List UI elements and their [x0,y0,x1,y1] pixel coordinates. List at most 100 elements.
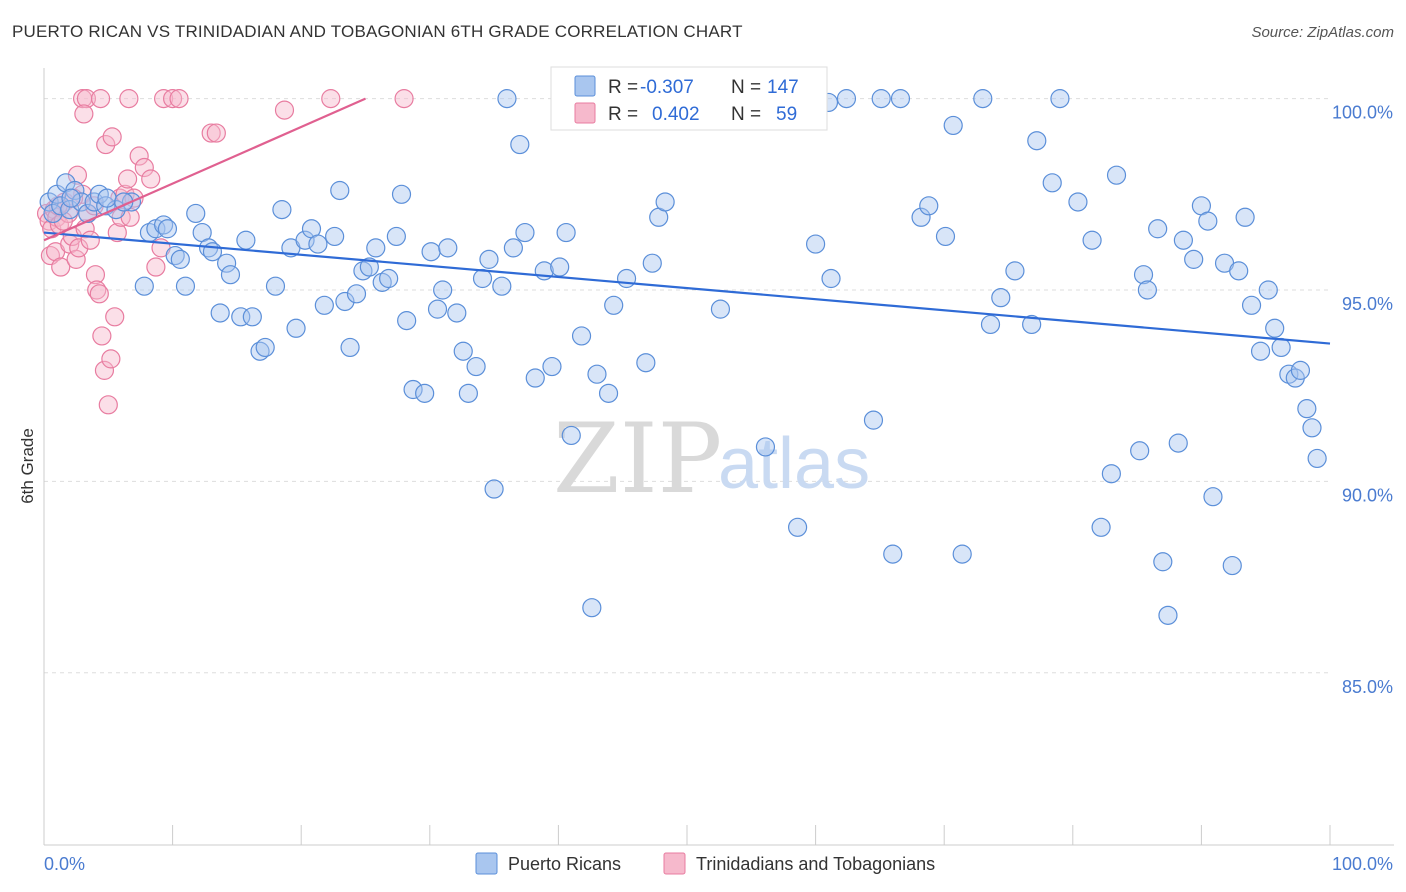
x-tick-label: 0.0% [44,854,85,874]
puerto-rican-point [272,200,292,220]
trinidadian-point [101,349,121,369]
y-tick-label: 95.0% [1342,294,1393,314]
puerto-rican-point [821,268,841,289]
puerto-rican-point [447,303,467,323]
puerto-rican-point [582,598,602,618]
puerto-rican-point [379,268,399,289]
puerto-rican-point [598,383,619,403]
x-tick-labels: 0.0% 100.0% [44,854,1393,874]
puerto-rican-point [1168,433,1188,453]
puerto-rican-point [255,337,275,358]
puerto-rican-point [1184,249,1204,269]
trinidadian-point [169,89,189,109]
trinidadian-point [66,249,86,269]
puerto-rican-point [397,311,417,331]
source-credit: Source: ZipAtlas.com [1251,24,1394,41]
puerto-rican-point [1198,211,1218,231]
puerto-rican-point [1022,314,1042,335]
puerto-rican-point [525,368,545,388]
legend-swatch-pink [574,102,596,124]
puerto-rican-point [510,134,530,155]
trinidadian-point [107,222,127,243]
trinidadian-point [119,89,139,109]
puerto-rican-point [39,192,59,212]
y-axis-title: 6th Grade [18,428,37,504]
puerto-rican-point [561,425,581,446]
puerto-rican-point [61,188,81,208]
puerto-rican-point [330,180,350,201]
trinidadian-point [98,395,118,415]
puerto-rican-point [340,337,360,358]
trinidadian-point [321,89,341,109]
trinidadian-point [394,89,414,109]
puerto-rican-point [366,238,386,258]
puerto-rican-point [755,437,776,457]
puerto-rican-point [1235,207,1255,227]
puerto-rican-point [325,226,345,247]
puerto-rican-point [1042,173,1062,193]
puerto-rican-point [438,238,458,258]
puerto-rican-point [403,379,423,400]
puerto-rican-point [359,257,379,277]
trinidadian-point [89,284,109,304]
puerto-rican-point [871,89,891,109]
puerto-rican-point [943,115,963,136]
trinidadian-point [274,100,295,120]
trinidadian-point [201,123,221,143]
legend-swatch-trinidadians [663,852,686,875]
puerto-rican-point [236,230,256,250]
puerto-rican-point [458,383,478,403]
puerto-rican-point [550,257,570,277]
watermark-zip: ZIP [553,403,722,515]
puerto-rican-point [1137,280,1157,300]
trinidadian-point [94,360,115,380]
axes [43,68,1394,846]
puerto-rican-point [453,341,473,361]
puerto-rican-point [314,295,334,315]
puerto-rican-point [836,89,857,109]
correlation-legend: R = -0.307 N = 147 R = 0.402 N = 59 [550,66,828,131]
puerto-rican-point [1027,131,1047,151]
puerto-rican-point [220,265,241,285]
puerto-rican-point [1082,230,1102,250]
puerto-rican-point [134,276,154,296]
trinidadian-point [67,165,88,185]
puerto-rican-point [587,364,607,384]
trinidadian-point [51,257,71,277]
legend-n-value-pink: 59 [776,104,797,125]
trinidadian-point [163,89,183,109]
trinidadian-point [92,326,112,346]
puerto-rican-point [883,544,903,564]
puerto-rican-point [1068,192,1088,212]
trend-line-trinidadians [43,97,366,242]
legend-n-label: N = [731,104,761,125]
puerto-rican-point [973,89,993,109]
puerto-rican-point [1241,295,1262,315]
puerto-rican-point [1250,341,1271,361]
trinidadian-point [69,238,89,258]
puerto-rican-point [805,234,826,254]
puerto-rican-point [1106,165,1127,185]
puerto-rican-point [217,253,237,273]
puerto-rican-point [787,517,808,537]
puerto-rican-point [415,383,435,403]
puerto-rican-point [1130,441,1150,461]
puerto-rican-point [710,299,731,319]
puerto-rican-point [386,226,406,247]
puerto-rican-point [1148,219,1168,239]
grid-lines [44,98,1330,674]
puerto-rican-point [1158,605,1178,625]
puerto-rican-point [391,184,412,204]
puerto-rican-point [157,219,178,239]
y-tick-label: 85.0% [1342,677,1393,697]
legend-swatch-blue [574,75,596,97]
legend-r-value-blue: -0.307 [640,77,694,98]
puerto-rican-point [308,234,328,254]
series-trinidadian-points [36,89,414,415]
puerto-rican-point [265,276,286,296]
puerto-rican-point [186,203,206,224]
puerto-rican-point [165,245,185,266]
puerto-rican-point [1271,337,1291,358]
puerto-rican-point [1307,448,1327,469]
